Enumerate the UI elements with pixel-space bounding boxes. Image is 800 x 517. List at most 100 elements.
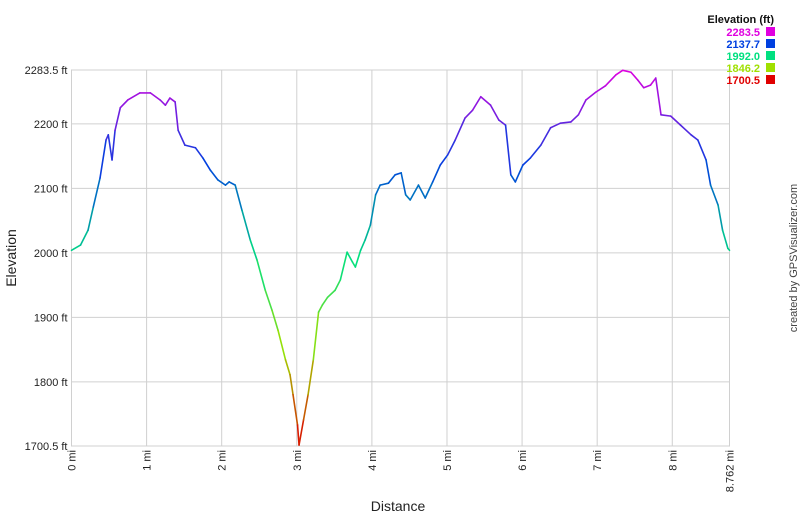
y-tick-label: 2283.5 ft	[25, 65, 68, 77]
elevation-segment	[471, 95, 482, 112]
elevation-segment	[400, 172, 407, 196]
y-tick-label: 2000 ft	[34, 248, 68, 260]
elevation-segment	[498, 119, 507, 126]
elevation-segment	[184, 144, 197, 149]
elevation-segment	[522, 157, 532, 166]
x-tick-label: 2 mi	[217, 450, 229, 471]
x-tick-label: 8.762 mi	[725, 450, 737, 492]
elevation-segment	[431, 164, 442, 183]
elevation-segment	[369, 193, 377, 226]
elevation-segment	[296, 424, 300, 446]
legend-value: 1700.5	[726, 75, 760, 87]
elevation-segment	[92, 177, 101, 208]
elevation-segment	[159, 99, 167, 106]
elevation-segment	[326, 289, 336, 299]
elevation-segment	[697, 139, 707, 161]
elevation-segment	[111, 129, 116, 161]
elevation-segment	[169, 97, 176, 103]
elevation-segment	[114, 106, 122, 132]
legend-value: 2137.7	[726, 39, 760, 51]
elevation-segment	[727, 247, 731, 252]
elevation-segment	[149, 92, 161, 101]
elevation-segment	[439, 154, 449, 166]
x-tick-label: 6 mi	[517, 450, 529, 471]
plot-border	[71, 69, 730, 447]
elevation-segment	[424, 181, 434, 199]
elevation-segment	[174, 101, 179, 132]
elevation-segment	[721, 229, 729, 250]
elevation-segment	[298, 419, 305, 446]
elevation-segment	[234, 184, 243, 212]
elevation-segment	[312, 311, 320, 361]
x-tick-label: 4 mi	[367, 450, 379, 471]
elevation-segment	[577, 99, 587, 116]
elevation-segment	[87, 206, 95, 232]
grid	[71, 69, 730, 447]
elevation-segment	[70, 244, 82, 252]
elevation-segment	[570, 114, 580, 123]
elevation-segment	[374, 184, 381, 196]
legend-value: 1992.0	[726, 51, 760, 63]
elevation-segment	[394, 172, 402, 176]
x-tick-label: 5 mi	[442, 450, 454, 471]
elevation-segment	[690, 134, 699, 141]
legend-value: 2283.5	[726, 27, 760, 39]
y-tick-label: 2200 ft	[34, 119, 68, 131]
elevation-segment	[79, 229, 89, 246]
x-tick-label: 7 mi	[592, 450, 604, 471]
elevation-segment	[540, 126, 552, 146]
credit-text: created by GPSVisualizer.com	[788, 184, 800, 332]
elevation-segment	[417, 184, 427, 199]
elevation-segment	[615, 69, 624, 76]
elevation-segment	[217, 179, 227, 186]
y-tick-label: 1900 ft	[34, 312, 68, 324]
y-ticks: 2283.5 ft 2200 ft 2100 ft 2000 ft 1900 ft 180…	[25, 65, 68, 453]
elevation-segment	[346, 251, 354, 263]
elevation-segment	[249, 239, 258, 261]
elevation-segment	[630, 71, 639, 81]
elevation-segment	[464, 109, 474, 119]
elevation-segment	[510, 174, 517, 183]
elevation-segment	[99, 139, 107, 179]
x-tick-label: 3 mi	[292, 450, 304, 471]
elevation-segment	[585, 91, 597, 101]
x-axis-label: Distance	[371, 498, 426, 514]
y-axis-label: Elevation	[3, 229, 19, 287]
x-ticks: 0 mi 1 mi 2 mi 3 mi 4 mi 5 mi 6 mi 7 mi 8 mi 8.76…	[67, 450, 737, 492]
y-tick-label: 1700.5 ft	[25, 441, 68, 453]
elevation-segment	[669, 115, 682, 126]
elevation-segment	[514, 164, 524, 183]
elevation-segment	[621, 69, 632, 74]
elevation-segment	[264, 289, 273, 312]
elevation-segment	[642, 84, 652, 89]
elevation-segment	[594, 85, 607, 94]
elevation-segment	[107, 134, 113, 161]
legend-swatch	[766, 39, 775, 48]
elevation-segment	[302, 393, 309, 421]
legend-swatch	[766, 75, 775, 84]
elevation-segment	[177, 129, 186, 146]
elevation-segment	[649, 77, 657, 86]
elevation-segment	[504, 124, 512, 176]
elevation-segment	[307, 359, 315, 396]
legend-value: 1846.2	[726, 63, 760, 75]
elevation-segment	[529, 144, 542, 159]
elevation-segment	[717, 204, 724, 232]
elevation-segment	[479, 95, 492, 106]
legend-swatch	[766, 27, 775, 36]
elevation-segment	[705, 159, 712, 186]
elevation-segment	[654, 77, 662, 116]
elevation-segment	[446, 139, 457, 156]
elevation-segment	[636, 79, 645, 89]
elevation-segment	[379, 182, 390, 186]
legend-swatch	[766, 63, 775, 72]
elevation-segment	[489, 104, 500, 121]
x-tick-label: 0 mi	[67, 450, 79, 471]
y-tick-label: 1800 ft	[34, 377, 68, 389]
elevation-segment	[209, 169, 219, 181]
elevation-segment	[271, 309, 279, 332]
elevation-segment	[364, 224, 372, 241]
elevation-segment	[317, 304, 324, 313]
